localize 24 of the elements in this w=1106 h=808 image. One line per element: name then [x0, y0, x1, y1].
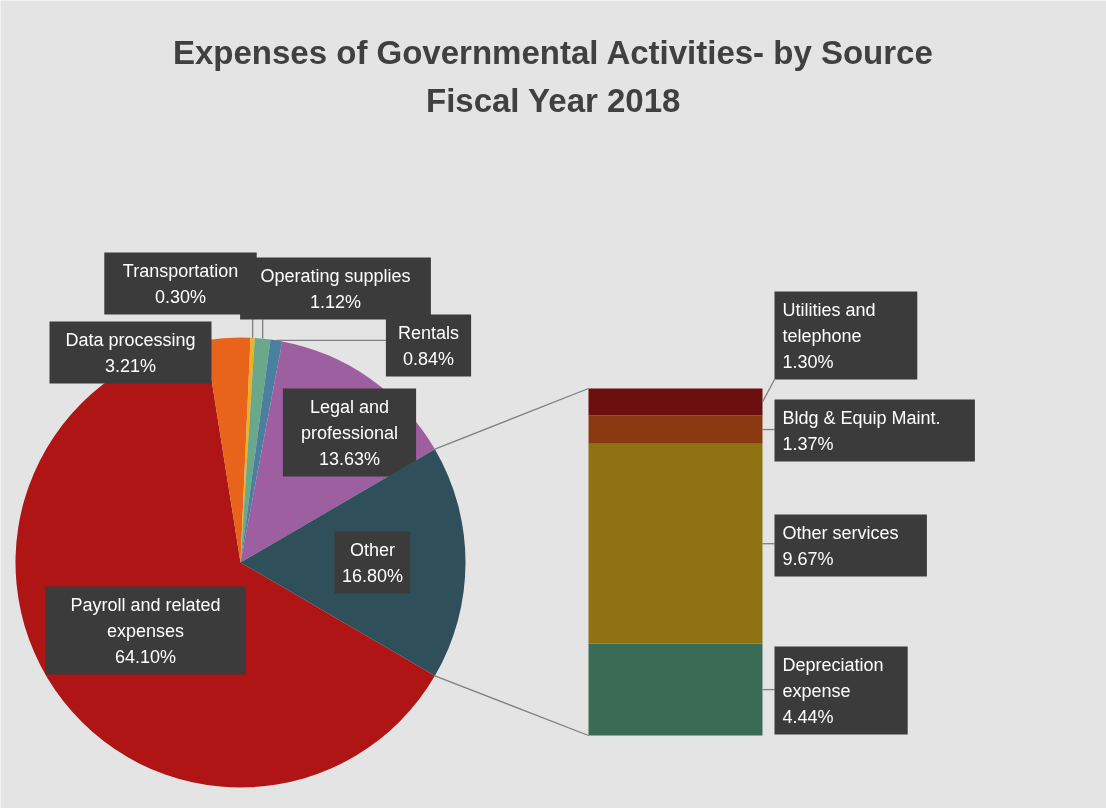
data-label: 13.63%: [318, 448, 381, 469]
text: Utilities and telephone: [782, 299, 876, 346]
slice-label: Operating supplies: [260, 265, 411, 286]
text: Expenses of Governmental Activities- by Source: [172, 34, 933, 71]
series-label: Other services: [782, 522, 899, 543]
data-label: 9.67%: [782, 548, 834, 569]
data-label: 3.21%: [104, 355, 157, 376]
slice-label: Data processing: [65, 329, 196, 350]
data-label: 1.37%: [782, 433, 834, 454]
data-label: 16.80%: [341, 565, 404, 586]
data-label: 0.30%: [154, 286, 207, 307]
data-label: 1.12%: [309, 291, 362, 312]
text: Fiscal Year 2018: [425, 82, 681, 119]
slice-label: Transportation: [122, 260, 239, 281]
data-label: 1.30%: [782, 351, 834, 372]
slice-label: Rentals: [397, 322, 460, 343]
slice-label: Other: [349, 539, 396, 560]
series-label: Bldg & Equip Maint.: [782, 407, 941, 428]
data-label: 64.10%: [114, 646, 177, 667]
data-label: 0.84%: [402, 348, 455, 369]
slice-label: Legal and professional: [300, 396, 399, 443]
series-label: Depreciation expense: [782, 654, 884, 701]
slice-label: Payroll and related expenses: [70, 594, 221, 641]
data-label: 4.44%: [782, 706, 834, 727]
